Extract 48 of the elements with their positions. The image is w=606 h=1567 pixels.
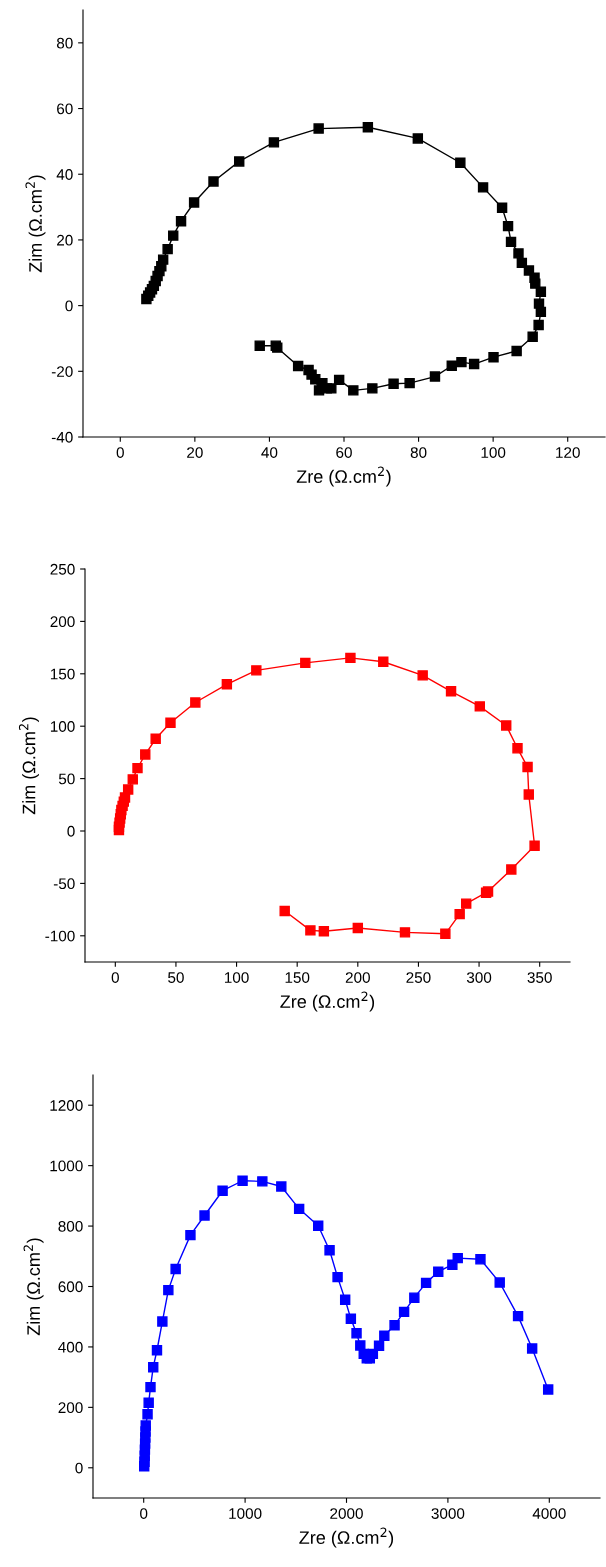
x-tick-label: 40 [261,447,278,458]
x-tick-label: 20 [187,447,203,458]
x-tick-label: 200 [345,972,370,983]
y-tick-label: 50 [58,773,75,785]
y-tick-label: 1200 [50,1100,83,1111]
y-axis-title: Zim (Ω.cm$^{2}$) [23,1238,44,1336]
y-tick-label: 200 [58,1402,83,1414]
x-axis-title: Zre (Ω.cm$^{2}$) [280,991,375,1012]
y-tick-label: 60 [57,103,73,115]
y-tick-label: 20 [57,234,73,246]
y-tick-label: 0 [67,825,75,837]
y-axis-title: Zim (Ω.cm$^{2}$) [18,717,39,815]
x-tick-label: 2000 [330,1508,363,1519]
y-tick-label: 400 [58,1341,83,1353]
y-tick-label: 40 [56,169,73,180]
y-tick-label: -40 [51,431,73,443]
y-tick-label: 80 [56,37,73,49]
x-axis-title: Zre (Ω.cm$^{2}$) [296,466,391,487]
x-tick-label: 350 [527,972,552,983]
x-tick-label: 250 [406,972,431,983]
x-tick-label: 100 [224,972,249,983]
y-tick-label: 800 [58,1220,83,1232]
x-tick-label: 150 [285,972,310,983]
y-tick-label: -20 [51,366,73,377]
y-tick-label: -50 [53,878,75,890]
y-tick-label: 200 [50,616,75,628]
x-tick-label: 50 [168,972,184,983]
y-tick-label: 0 [75,1462,83,1474]
x-tick-label: 4000 [532,1508,566,1519]
y-axis-title: Zim (Ω.cm$^{2}$) [25,175,46,273]
x-axis-title: Zre (Ω.cm$^{2}$) [299,1527,394,1548]
y-tick-label: 0 [65,300,73,312]
x-tick-label: 3000 [431,1508,465,1519]
x-tick-label: 300 [466,972,492,983]
x-tick-label: 0 [111,972,119,983]
x-tick-label: 0 [140,1508,148,1519]
x-tick-label: 100 [481,447,506,458]
x-tick-label: 80 [410,447,427,458]
x-tick-label: 0 [116,447,124,458]
y-tick-label: 150 [50,668,75,680]
x-tick-label: 1000 [229,1508,262,1519]
y-tick-label: -100 [45,930,75,942]
y-tick-label: 600 [58,1281,83,1293]
y-tick-label: 100 [50,721,75,732]
x-tick-label: 120 [556,447,580,458]
y-tick-label: 1000 [50,1160,83,1172]
y-tick-label: 250 [50,563,75,575]
x-tick-label: 60 [336,447,352,458]
